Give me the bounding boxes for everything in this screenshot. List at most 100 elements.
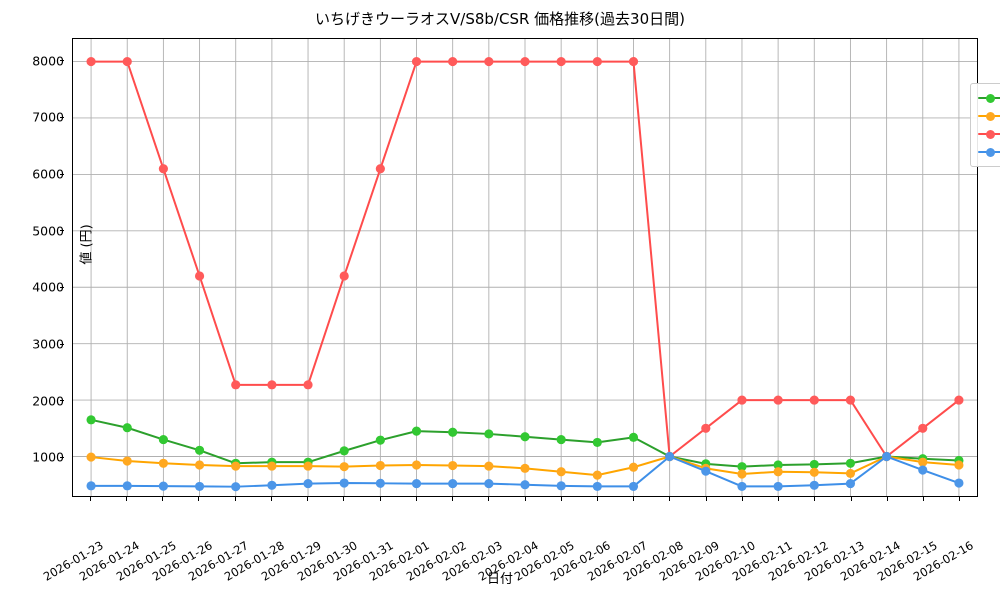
data-point-marker (556, 481, 566, 491)
series-line (90, 418, 960, 468)
data-point-marker (556, 434, 566, 445)
x-tick-mark (705, 497, 707, 501)
data-point-marker (628, 481, 639, 491)
data-point-marker (122, 456, 132, 466)
data-point-marker (375, 478, 385, 488)
data-point-marker (773, 460, 783, 470)
data-point-marker (773, 395, 783, 405)
data-point-marker (86, 481, 96, 491)
data-point-marker (375, 164, 385, 174)
y-axis-tick-labels: 1000 2000 3000 4000 5000 6000 7000 8000 (0, 38, 64, 497)
legend-item[interactable]: 最安値 (978, 143, 1000, 161)
data-point-marker (520, 432, 530, 442)
legend-swatch-icon (978, 128, 1000, 140)
data-point-marker (701, 466, 711, 476)
legend-item[interactable]: 中央値 (978, 107, 1000, 125)
y-tick-mark (60, 173, 64, 175)
data-point-marker (122, 423, 132, 433)
data-point-marker (737, 462, 747, 472)
data-point-marker (339, 462, 349, 472)
data-point-marker (665, 451, 675, 462)
data-point-marker (954, 478, 964, 488)
legend-item[interactable]: 最高値 (978, 125, 1000, 143)
data-point-marker (194, 445, 205, 455)
data-point-marker (375, 460, 385, 471)
data-point-marker (122, 481, 132, 491)
data-point-marker (845, 395, 856, 405)
x-tick-mark (524, 497, 526, 501)
data-point-marker (194, 481, 205, 491)
data-point-marker (158, 434, 168, 445)
x-tick-mark (125, 497, 127, 501)
data-point-marker (520, 56, 530, 67)
x-tick-mark (886, 497, 888, 501)
data-point-marker (701, 423, 711, 433)
legend-item[interactable]: 平均値 (978, 89, 1000, 107)
data-point-marker (411, 426, 422, 436)
x-tick-mark (560, 497, 562, 501)
x-tick-mark (89, 497, 91, 501)
data-point-marker (845, 458, 856, 468)
y-tick-mark (60, 116, 64, 118)
x-tick-mark (270, 497, 272, 501)
y-tick-label: 7000 (32, 109, 64, 125)
data-point-marker (86, 452, 96, 462)
data-point-marker (954, 395, 964, 405)
y-tick-label: 4000 (32, 279, 64, 295)
data-point-marker (194, 271, 205, 281)
x-tick-mark (959, 497, 961, 501)
data-point-marker (809, 395, 819, 405)
data-point-marker (411, 460, 422, 470)
y-tick-label: 6000 (32, 166, 64, 182)
x-tick-mark (633, 497, 635, 501)
data-point-marker (520, 480, 530, 490)
x-tick-mark (343, 497, 345, 501)
data-point-marker (845, 468, 856, 479)
data-point-marker (194, 460, 205, 470)
data-point-marker (592, 56, 602, 67)
data-point-marker (448, 427, 458, 437)
y-tick-mark (60, 60, 64, 62)
data-point-marker (158, 458, 168, 468)
data-point-marker (448, 460, 458, 471)
legend-swatch-icon (978, 92, 1000, 104)
data-point-marker (773, 481, 783, 491)
data-point-marker (918, 423, 928, 433)
series-line (90, 60, 960, 458)
data-point-marker (918, 457, 928, 467)
y-tick-label: 3000 (32, 336, 64, 352)
x-axis-label: 日付 (486, 572, 513, 587)
data-point-marker (556, 467, 566, 477)
y-tick-mark (60, 286, 64, 288)
x-tick-mark (596, 497, 598, 501)
y-tick-label: 5000 (32, 223, 64, 239)
data-point-marker (773, 467, 783, 477)
data-point-marker (845, 479, 856, 489)
x-tick-mark (850, 497, 852, 501)
data-point-marker (303, 461, 313, 471)
x-tick-mark (379, 497, 381, 501)
data-point-marker (520, 463, 530, 473)
y-tick-label: 2000 (32, 393, 64, 409)
x-tick-mark (778, 497, 780, 501)
y-tick-mark (60, 400, 64, 402)
x-tick-mark (198, 497, 200, 501)
data-point-marker (267, 461, 277, 471)
data-point-marker (375, 435, 385, 445)
x-tick-mark (488, 497, 490, 501)
legend-swatch-icon (978, 146, 1000, 158)
data-point-marker (592, 470, 602, 480)
x-tick-mark (923, 497, 925, 501)
grid-lines (73, 39, 977, 496)
x-tick-mark (741, 497, 743, 501)
x-tick-mark (415, 497, 417, 501)
data-point-marker (303, 380, 313, 390)
data-point-marker (737, 469, 747, 479)
data-point-marker (267, 480, 277, 490)
data-point-marker (303, 479, 313, 489)
data-point-marker (484, 461, 494, 471)
x-tick-mark (669, 497, 671, 501)
y-tick-mark (60, 343, 64, 345)
data-point-marker (484, 479, 494, 489)
